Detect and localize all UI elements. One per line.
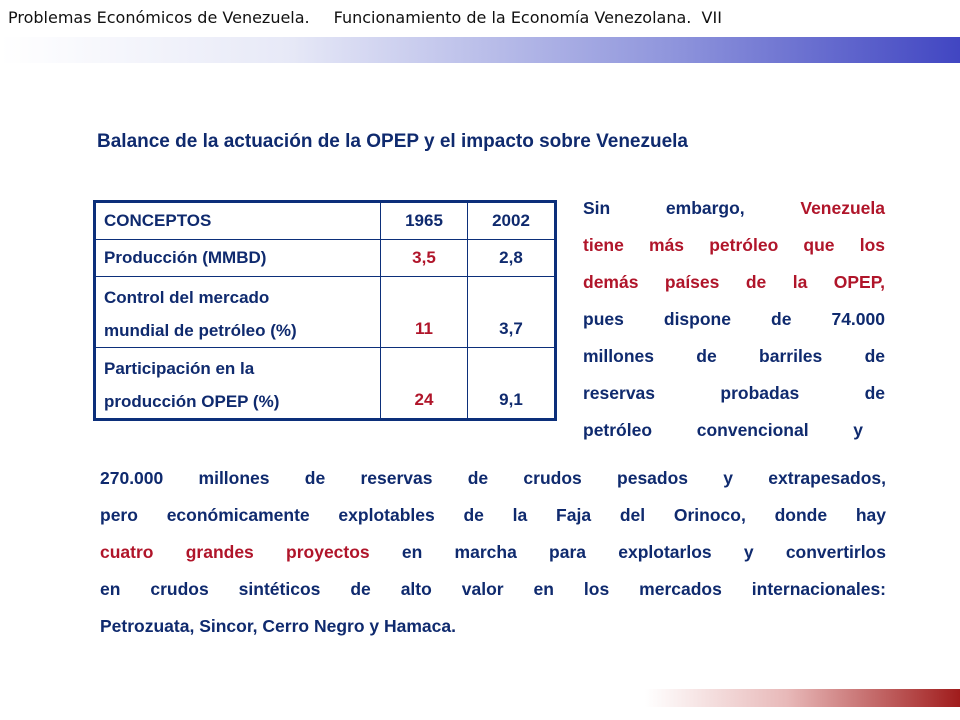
opep-balance-table: CONCEPTOS 1965 2002 Producción (MMBD) 3,… <box>93 200 557 421</box>
table-header-2002: 2002 <box>467 201 556 240</box>
row-concept: Control del mercado mundial de petróleo … <box>94 276 381 348</box>
right-paragraph-line-red: demás países de la OPEP, <box>583 272 885 292</box>
right-paragraph-line-red: tiene más petróleo que los <box>583 235 885 255</box>
right-paragraph: Sin embargo, Venezuela tiene más petróle… <box>583 190 885 449</box>
row-value-1965: 11 <box>380 276 468 348</box>
right-paragraph-line: reservas probadas de <box>583 383 885 403</box>
venezuela-highlight: Venezuela <box>800 198 885 218</box>
slide-header: Problemas Económicos de Venezuela. Funcio… <box>8 8 722 27</box>
bottom-paragraph-line: pero económicamente explotables de la Fa… <box>100 505 886 525</box>
row-concept: Participación en la producción OPEP (%) <box>94 347 381 420</box>
table-row: Control del mercado mundial de petróleo … <box>94 276 556 348</box>
bottom-paragraph-line: 270.000 millones de reservas de crudos p… <box>100 468 886 488</box>
right-paragraph-line: petróleo convencional y <box>583 420 863 440</box>
right-paragraph-line: pues dispone de 74.000 <box>583 309 885 329</box>
row-concept-line2: producción OPEP (%) <box>104 392 280 411</box>
row-concept-line1: Participación en la <box>104 359 255 378</box>
header-chapter-number: VII <box>701 8 722 27</box>
bottom-paragraph-line: en crudos sintéticos de alto valor en lo… <box>100 579 886 599</box>
right-text: Sin embargo, <box>583 198 745 218</box>
row-concept-line1: Control del mercado <box>104 288 270 307</box>
bottom-paragraph: 270.000 millones de reservas de crudos p… <box>100 460 886 645</box>
row-concept: Producción (MMBD) <box>94 239 381 277</box>
table-row: Participación en la producción OPEP (%) … <box>94 347 556 420</box>
slide-title: Balance de la actuación de la OPEP y el … <box>97 131 689 152</box>
row-value-1965: 3,5 <box>380 239 468 277</box>
row-value-2002: 9,1 <box>467 347 556 420</box>
table-header-1965: 1965 <box>380 201 468 240</box>
bottom-text: en marcha para explotarlos y convertirlo… <box>401 542 886 562</box>
footer-gradient-band <box>645 689 960 707</box>
row-value-2002: 2,8 <box>467 239 556 277</box>
row-concept-line2: mundial de petróleo (%) <box>104 321 297 340</box>
right-paragraph-line: millones de barriles de <box>583 346 885 366</box>
header-gradient-band <box>0 37 960 63</box>
header-subject: Problemas Económicos de Venezuela. <box>8 8 310 27</box>
header-topic: Funcionamiento de la Economía Venezolana… <box>333 8 692 27</box>
row-value-1965: 24 <box>380 347 468 420</box>
row-value-2002: 3,7 <box>467 276 556 348</box>
right-paragraph-line: Sin embargo, Venezuela <box>583 190 885 227</box>
projects-highlight: cuatro grandes proyectos <box>100 542 370 562</box>
table-header-row: CONCEPTOS 1965 2002 <box>94 201 556 240</box>
table-row: Producción (MMBD) 3,5 2,8 <box>94 239 556 277</box>
bottom-paragraph-line: Petrozuata, Sincor, Cerro Negro y Hamaca… <box>100 616 456 636</box>
bottom-paragraph-line: cuatro grandes proyectos en marcha para … <box>100 534 886 571</box>
table-header-concepts: CONCEPTOS <box>94 201 381 240</box>
